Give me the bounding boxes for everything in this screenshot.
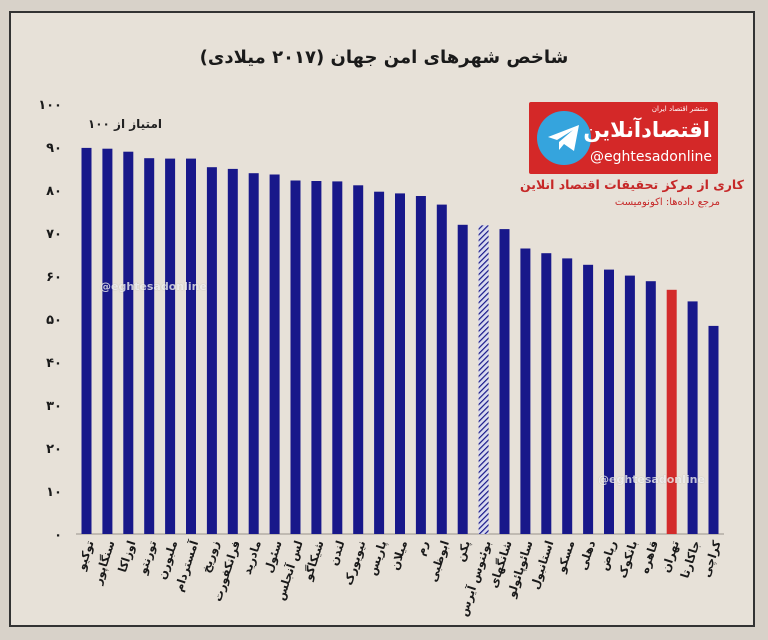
x-tick-label: تهران [658, 539, 681, 575]
bar-22 [520, 248, 531, 534]
x-tick-label: بانکوک [615, 539, 641, 580]
y-tick-label: ۶۰ [46, 270, 62, 285]
bar-11 [290, 180, 301, 534]
bar-6 [186, 158, 196, 534]
y-tick-label: ۵۰ [46, 313, 62, 328]
bar-15 [374, 191, 385, 534]
logo-handle: @eghtesadonline [590, 149, 712, 165]
bar-20 [478, 225, 489, 535]
bar-29 [666, 289, 677, 534]
bar-13 [332, 181, 343, 534]
x-tick-label: لندن [326, 539, 347, 568]
bar-4 [144, 158, 155, 534]
x-tick-label: رم [413, 539, 431, 558]
bar-28 [645, 281, 656, 534]
x-tick-label: دهلی [576, 539, 599, 572]
x-tick-label: پاریس [365, 539, 389, 577]
brand-logo: منتشر اقتصاد ایران اقتصادآنلاین @eghtesa… [529, 102, 718, 174]
bars-group [81, 147, 719, 535]
x-tick-label: مسکو [554, 539, 579, 576]
bar-18 [436, 204, 447, 534]
bar-12 [311, 181, 322, 534]
bar-21 [499, 229, 510, 534]
x-axis-labels: توکیوسنگاپوراوزاکاتورنتوملبورنآمستردامزو… [74, 538, 724, 619]
y-tick-label: ۰ [54, 528, 62, 543]
y-tick-label: ۸۰ [46, 184, 62, 199]
x-tick-label: قاهره [637, 539, 661, 575]
logo-tagline: منتشر اقتصاد ایران [651, 105, 708, 113]
x-tick-label: پکن [453, 539, 473, 564]
bar-30 [687, 301, 698, 534]
y-tick-label: ۲۰ [46, 442, 62, 457]
watermark: @eghtesadonline [100, 280, 207, 293]
bar-24 [562, 258, 573, 534]
y-tick-label: ۹۰ [46, 141, 62, 156]
bar-1 [81, 147, 92, 534]
bar-27 [624, 275, 635, 534]
y-tick-label: ۱۰ [46, 485, 62, 500]
telegram-icon [537, 111, 591, 165]
watermark: @eghtesadonline [598, 473, 705, 486]
x-tick-label: کراچی [699, 538, 724, 578]
bar-26 [604, 269, 614, 534]
y-tick-label: ۳۰ [46, 399, 62, 414]
x-tick-label: میلان [387, 539, 410, 572]
y-tick-label: ۷۰ [46, 227, 62, 242]
credit-text: کاری از مرکز تحقیقات اقتصاد انلاین [520, 177, 744, 192]
y-tick-label: ۱۰۰ [38, 98, 62, 113]
y-tick-label: ۴۰ [46, 356, 62, 371]
bar-3 [123, 151, 134, 534]
bar-17 [415, 196, 426, 534]
source-text: مرجع داده‌ها: اکونومیست [614, 197, 720, 208]
bar-25 [583, 264, 594, 534]
bar-23 [541, 253, 552, 534]
bar-5 [165, 158, 176, 534]
bar-8 [227, 168, 238, 534]
x-tick-label: ریاض [596, 539, 619, 573]
bar-7 [206, 167, 217, 534]
bar-2 [102, 148, 113, 534]
bar-10 [269, 174, 280, 534]
bar-19 [457, 224, 468, 535]
bar-16 [395, 193, 405, 534]
unit-note: امتیاز از ۱۰۰ [88, 117, 162, 131]
bar-31 [708, 325, 719, 534]
chart-title: شاخص شهرهای امن جهان (۲۰۱۷ میلادی) [200, 47, 569, 68]
bar-9 [248, 173, 259, 534]
logo-wordmark: اقتصادآنلاین [583, 118, 711, 142]
bar-14 [353, 185, 364, 535]
